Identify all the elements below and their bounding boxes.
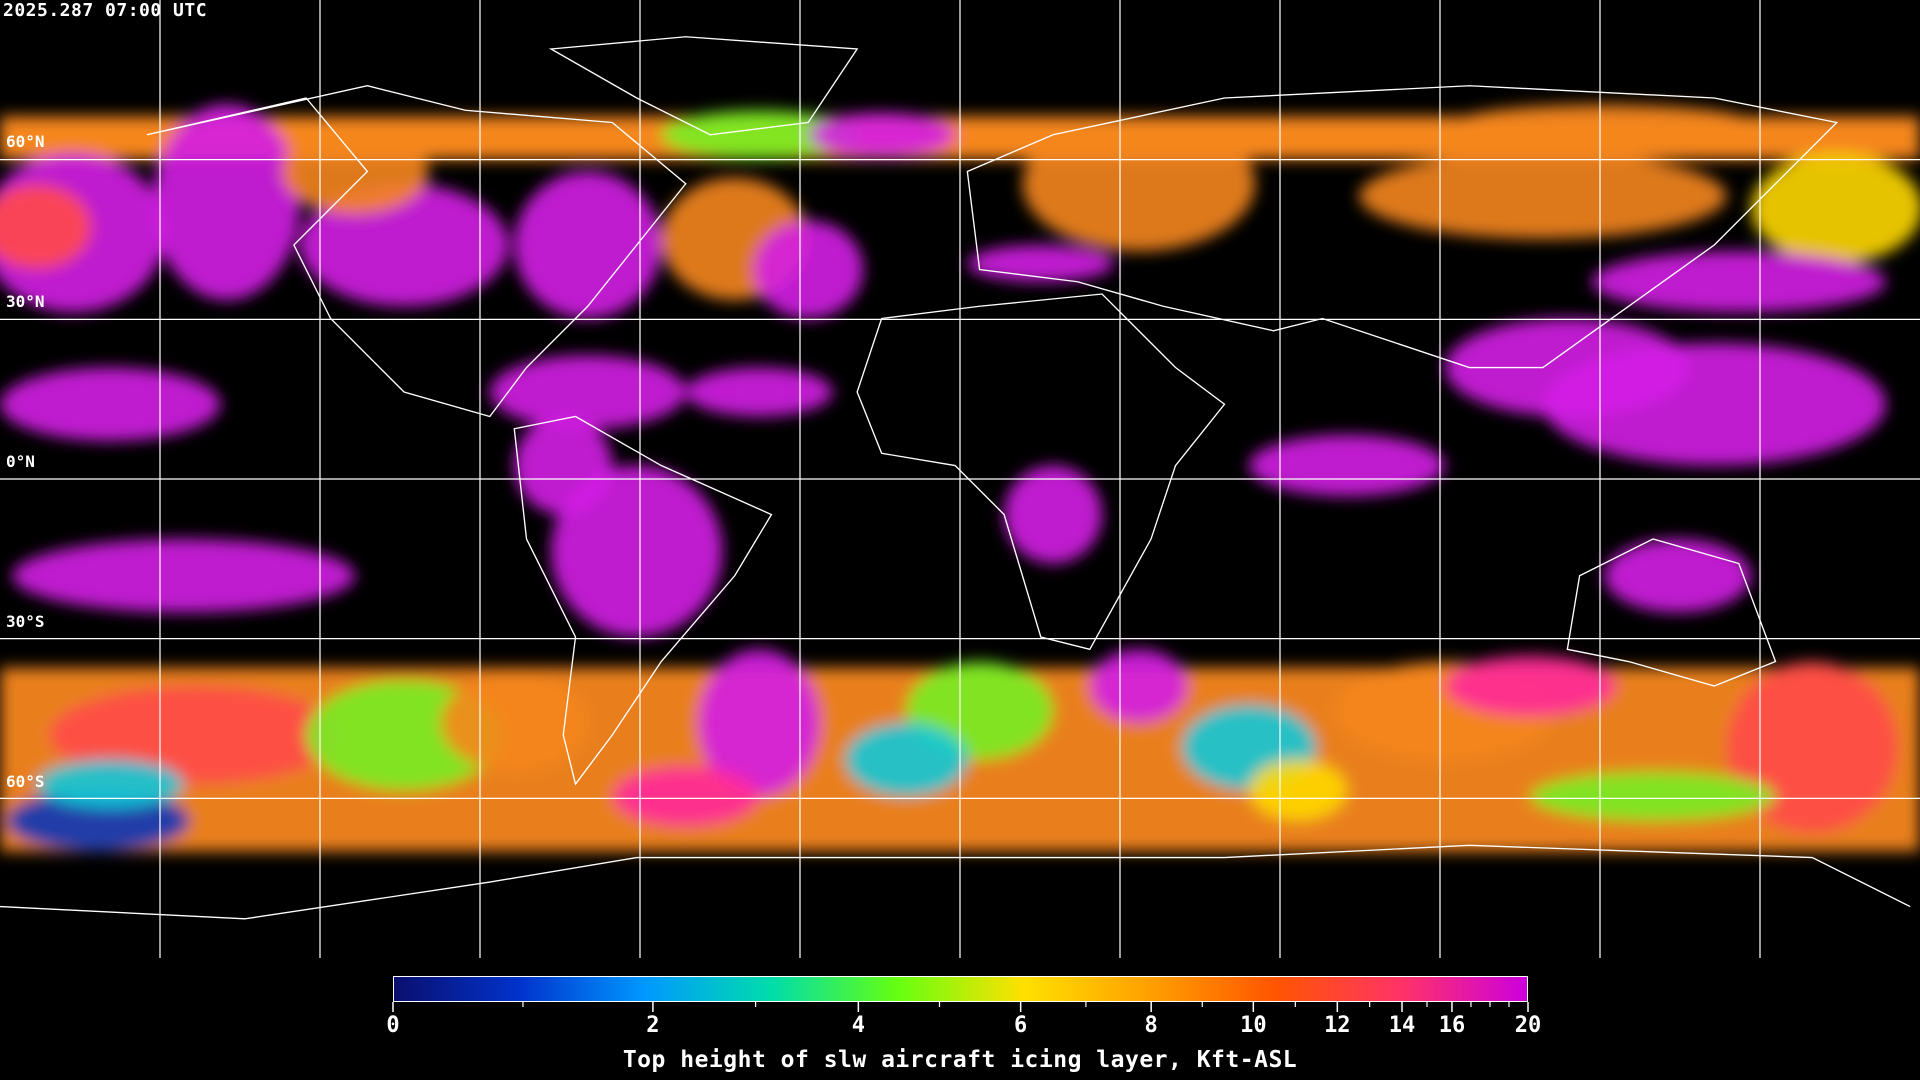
- colorbar-tick-label: 20: [1514, 1013, 1542, 1038]
- colorbar-tick-label: 4: [851, 1013, 865, 1038]
- icing-region: [612, 765, 760, 827]
- colorbar-tick-label: 10: [1240, 1013, 1267, 1038]
- icing-region: [1591, 251, 1886, 313]
- coastline: [513, 415, 773, 786]
- icing-region: [281, 128, 429, 215]
- icing-region: [0, 367, 221, 442]
- lat-label-30s: 30°S: [6, 612, 45, 631]
- icing-region: [753, 220, 864, 319]
- icing-region: [153, 104, 300, 301]
- graticule: [0, 0, 1920, 958]
- timestamp: 2025.287 07:00 UTC: [3, 0, 208, 21]
- colorbar: [393, 976, 1528, 1002]
- icing-region: [1444, 318, 1690, 417]
- icing-map: [0, 0, 1920, 958]
- icing-region: [36, 759, 184, 809]
- icing-region: [300, 183, 509, 307]
- icing-region: [1457, 104, 1752, 141]
- icing-region: [808, 112, 956, 157]
- colorbar-title: Top height of slw aircraft icing layer, …: [622, 1047, 1298, 1073]
- icing-region: [1004, 465, 1103, 564]
- coastline: [146, 85, 687, 418]
- lat-label-30n: 30°N: [6, 292, 45, 311]
- icing-region: [1248, 434, 1445, 497]
- icing-region: [1089, 649, 1188, 723]
- icing-region: [1604, 539, 1752, 613]
- icing-region: [967, 245, 1115, 282]
- coastline: [966, 85, 1839, 369]
- icing-region: [0, 183, 92, 270]
- icing-region: [12, 539, 356, 613]
- colorbar-ticks: [392, 1002, 1529, 1012]
- icing-region: [48, 686, 343, 785]
- coastlines: [0, 36, 1911, 920]
- icing-region: [489, 355, 686, 429]
- colorbar-tick-label: 16: [1438, 1013, 1466, 1038]
- coastline: [0, 844, 1911, 920]
- colorbar-tick-label: 14: [1388, 1013, 1416, 1038]
- icing-region: [551, 465, 723, 638]
- icing-region: [440, 673, 588, 772]
- coastline: [548, 36, 859, 136]
- icing-region: [1751, 153, 1920, 264]
- lat-label-60s: 60°S: [6, 772, 45, 791]
- coastline: [1566, 538, 1777, 687]
- colorbar-tick-label: 12: [1324, 1013, 1351, 1038]
- colorbar-tick-label: 8: [1144, 1013, 1158, 1038]
- icing-region: [514, 171, 662, 319]
- icing-region: [1248, 759, 1347, 821]
- icing-region: [1530, 771, 1776, 821]
- lat-label-60n: 60°N: [6, 132, 45, 151]
- icing-region: [844, 722, 968, 797]
- colorbar-tick-label: 2: [646, 1013, 660, 1038]
- icing-region: [685, 367, 833, 417]
- icing-region: [514, 416, 613, 515]
- lat-label-0n: 0°N: [6, 452, 35, 471]
- colorbar-tick-label: 0: [386, 1013, 400, 1038]
- icing-region: [1444, 655, 1617, 717]
- icing-region: [1359, 153, 1727, 239]
- icing-region: [1022, 116, 1256, 252]
- colorbar-tick-label: 6: [1014, 1013, 1028, 1038]
- icing-region: [697, 649, 821, 797]
